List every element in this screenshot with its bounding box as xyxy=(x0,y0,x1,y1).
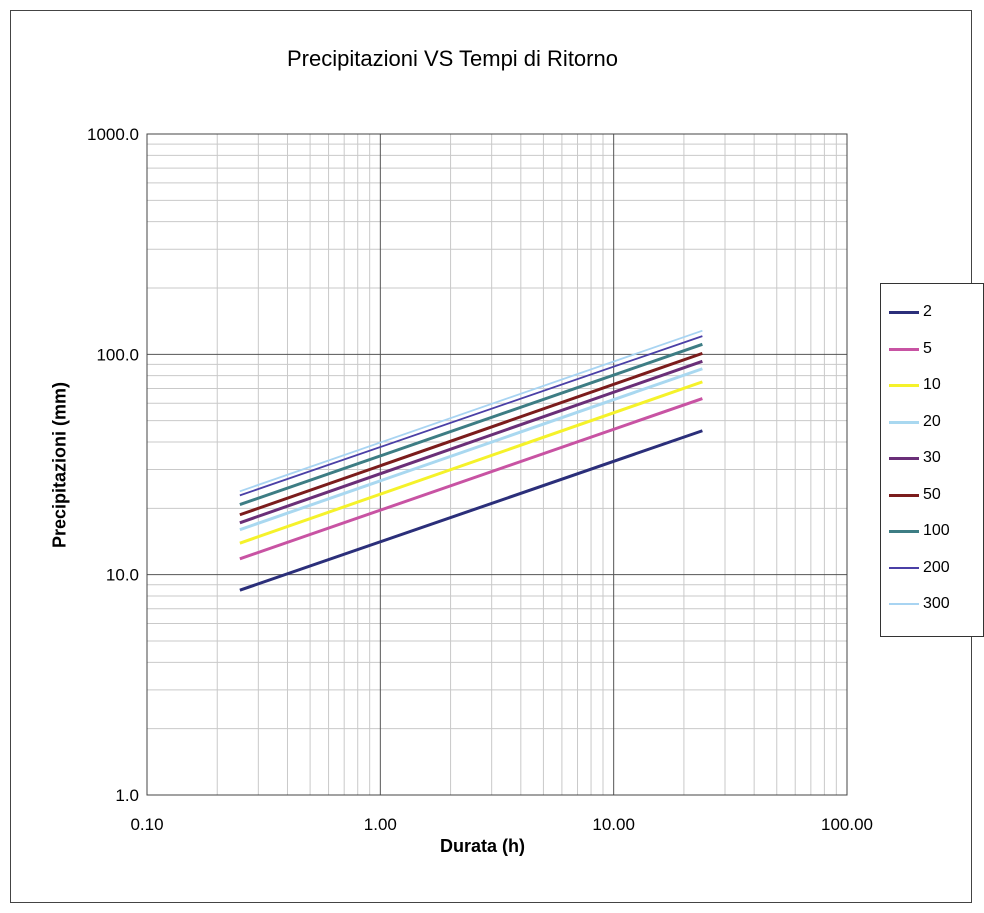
series-line-20 xyxy=(239,367,703,532)
legend-item-50: 50 xyxy=(881,481,984,511)
legend-item-100: 100 xyxy=(881,517,984,547)
series-line-30 xyxy=(239,359,703,525)
legend-item-300: 300 xyxy=(881,590,984,620)
x-tick-label: 100.00 xyxy=(821,815,873,834)
legend-swatch xyxy=(889,457,919,460)
x-tick-label: 10.00 xyxy=(592,815,635,834)
legend-label: 5 xyxy=(923,339,932,357)
legend-label: 20 xyxy=(923,412,941,430)
series-line-300 xyxy=(239,329,703,493)
chart-title: Precipitazioni VS Tempi di Ritorno xyxy=(287,46,618,71)
legend-label: 300 xyxy=(923,595,950,612)
legend-label: 200 xyxy=(923,558,950,576)
legend-swatch xyxy=(889,530,919,533)
y-tick-label: 1.0 xyxy=(115,786,139,805)
series-line-50 xyxy=(239,351,703,517)
series-line-2 xyxy=(239,429,703,592)
legend-swatch xyxy=(889,420,919,424)
legend-label: 50 xyxy=(923,485,941,503)
legend-swatch xyxy=(889,384,919,387)
x-tick-label: 1.00 xyxy=(364,815,397,834)
legend-item-200: 200 xyxy=(881,554,984,584)
legend-item-5: 5 xyxy=(881,335,984,365)
legend-item-20: 20 xyxy=(881,408,984,438)
y-tick-label: 1000.0 xyxy=(87,125,139,144)
legend-swatch xyxy=(889,311,919,314)
series-line-5 xyxy=(239,397,703,561)
plot-border xyxy=(146,133,848,796)
legend-item-2: 2 xyxy=(881,298,984,328)
x-tick-label: 0.10 xyxy=(130,815,163,834)
y-axis-label: Precipitazioni (mm) xyxy=(49,381,70,549)
legend-item-10: 10 xyxy=(881,371,984,401)
legend-label: 30 xyxy=(923,449,941,466)
legend-label: 2 xyxy=(923,303,932,320)
series-line-10 xyxy=(239,380,703,545)
series-line-100 xyxy=(239,342,703,507)
y-tick-label: 100.0 xyxy=(96,345,139,364)
legend-swatch xyxy=(889,566,919,569)
legend-swatch xyxy=(889,493,919,497)
plot-background xyxy=(147,134,847,795)
legend-item-30: 30 xyxy=(881,444,984,474)
legend-label: 100 xyxy=(923,522,950,539)
legend-label: 10 xyxy=(923,376,941,393)
legend-swatch xyxy=(889,347,919,351)
legend-swatch xyxy=(889,603,919,605)
x-axis-label: Durata (h) xyxy=(440,836,525,856)
legend: 2 5 10 20 30 50 100 200 300 xyxy=(880,283,984,637)
y-tick-label: 10.0 xyxy=(106,566,139,585)
series-line-200 xyxy=(239,335,703,497)
